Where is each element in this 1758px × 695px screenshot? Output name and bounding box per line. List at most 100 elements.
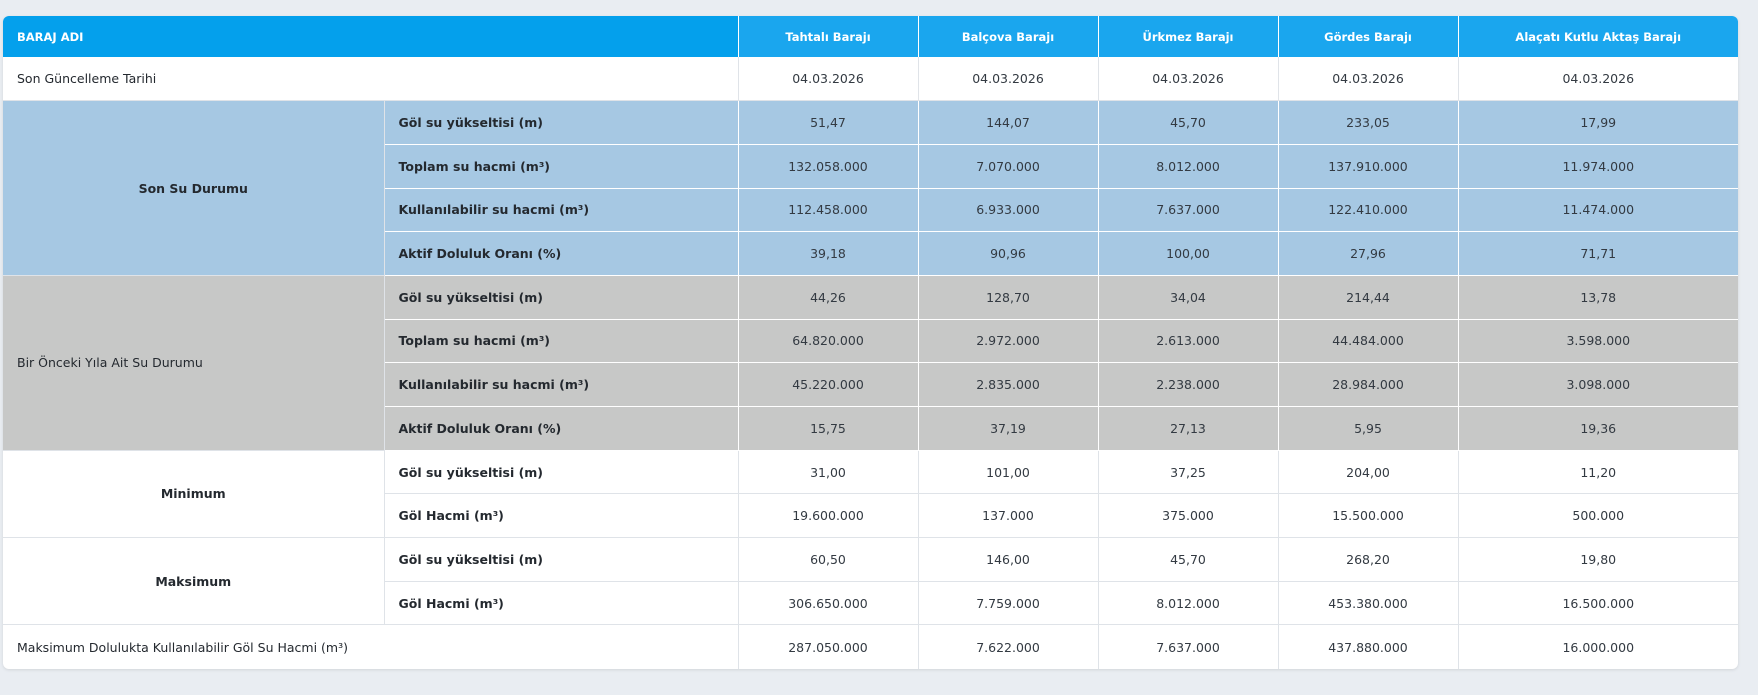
table-header-row: BARAJ ADI Tahtalı Barajı Balçova Barajı …	[3, 16, 1738, 57]
header-alacati: Alaçatı Kutlu Aktaş Barajı	[1458, 16, 1738, 57]
cell-value: 7.759.000	[918, 581, 1099, 626]
row-label: Son Güncelleme Tarihi	[3, 57, 739, 102]
cell-value: 13,78	[1458, 275, 1738, 320]
table-row: Aktif Doluluk Oranı (%) 39,18 90,96 100,…	[3, 231, 1738, 276]
table-row: Aktif Doluluk Oranı (%) 15,75 37,19 27,1…	[3, 406, 1738, 451]
cell-value: 17,99	[1458, 100, 1738, 145]
cell-value: 37,19	[918, 406, 1099, 451]
dam-table-card: BARAJ ADI Tahtalı Barajı Balçova Barajı …	[3, 16, 1738, 669]
cell-value: 137.910.000	[1278, 144, 1459, 189]
cell-value: 15,75	[738, 406, 919, 451]
table-row: Son Su Durumu Göl su yükseltisi (m) 51,4…	[3, 100, 1738, 276]
table-row: Toplam su hacmi (m³) 64.820.000 2.972.00…	[3, 319, 1738, 364]
dam-status-table: BARAJ ADI Tahtalı Barajı Balçova Barajı …	[3, 16, 1738, 669]
header-dam-name: BARAJ ADI	[3, 16, 739, 57]
cell-value: 51,47	[738, 100, 919, 145]
cell-value: 64.820.000	[738, 319, 919, 364]
group-maximum: Maksimum	[3, 537, 385, 626]
cell-value: 19,80	[1458, 537, 1738, 582]
cell-value: 132.058.000	[738, 144, 919, 189]
cell-value: 7.637.000	[1098, 188, 1279, 233]
cell-value: 11.474.000	[1458, 188, 1738, 233]
cell-value: 214,44	[1278, 275, 1459, 320]
table-row: Kullanılabilir su hacmi (m³) 45.220.000 …	[3, 362, 1738, 407]
cell-value: 34,04	[1098, 275, 1279, 320]
row-label: Kullanılabilir su hacmi (m³)	[384, 188, 739, 233]
table-row: Göl Hacmi (m³) 306.650.000 7.759.000 8.0…	[3, 581, 1738, 626]
cell-value: 7.637.000	[1098, 624, 1279, 669]
cell-value: 453.380.000	[1278, 581, 1459, 626]
cell-value: 16.500.000	[1458, 581, 1738, 626]
cell-value: 45,70	[1098, 537, 1279, 582]
cell-value: 101,00	[918, 450, 1099, 495]
header-tahtali: Tahtalı Barajı	[738, 16, 919, 57]
group-previous: Bir Önceki Yıla Ait Su Durumu	[3, 275, 385, 451]
cell-value: 375.000	[1098, 493, 1279, 539]
cell-value: 6.933.000	[918, 188, 1099, 233]
cell-value: 3.598.000	[1458, 319, 1738, 364]
cell-value: 44.484.000	[1278, 319, 1459, 364]
cell-value: 2.835.000	[918, 362, 1099, 407]
cell-value: 306.650.000	[738, 581, 919, 626]
row-label: Aktif Doluluk Oranı (%)	[384, 231, 739, 276]
cell-value: 19,36	[1458, 406, 1738, 451]
cell-value: 39,18	[738, 231, 919, 276]
cell-value: 122.410.000	[1278, 188, 1459, 233]
header-balcova: Balçova Barajı	[918, 16, 1099, 57]
cell-value: 7.070.000	[918, 144, 1099, 189]
cell-value: 112.458.000	[738, 188, 919, 233]
cell-value: 5,95	[1278, 406, 1459, 451]
cell-value: 04.03.2026	[738, 57, 919, 102]
cell-value: 16.000.000	[1562, 639, 1635, 655]
header-gordes: Gördes Barajı	[1278, 16, 1459, 57]
row-label: Göl Hacmi (m³)	[384, 493, 739, 539]
group-minimum: Minimum	[3, 450, 385, 539]
cell-value: 128,70	[918, 275, 1099, 320]
cell-value: 11,20	[1458, 450, 1738, 495]
row-label: Maksimum Dolulukta Kullanılabilir Göl Su…	[3, 624, 739, 669]
row-label: Göl su yükseltisi (m)	[384, 450, 739, 495]
table-row: Toplam su hacmi (m³) 132.058.000 7.070.0…	[3, 144, 1738, 189]
cell-value: 04.03.2026	[1458, 57, 1738, 102]
cell-value: 04.03.2026	[1278, 57, 1459, 102]
row-label: Göl su yükseltisi (m)	[384, 100, 739, 145]
cell-value: 7.622.000	[918, 624, 1099, 669]
table-row: Bir Önceki Yıla Ait Su Durumu Göl su yük…	[3, 275, 1738, 451]
cell-value: 2.238.000	[1098, 362, 1279, 407]
cell-value: 2.613.000	[1098, 319, 1279, 364]
cell-value: 233,05	[1278, 100, 1459, 145]
cell-value: 8.012.000	[1098, 581, 1279, 626]
cell-value: 287.050.000	[738, 624, 919, 669]
cell-value: 8.012.000	[1098, 144, 1279, 189]
row-label: Göl su yükseltisi (m)	[384, 537, 739, 582]
cell-value: 90,96	[918, 231, 1099, 276]
row-label: Göl su yükseltisi (m)	[384, 275, 739, 320]
cell-value: 268,20	[1278, 537, 1459, 582]
update-date-row: Son Güncelleme Tarihi 04.03.2026 04.03.2…	[3, 57, 1738, 102]
max-usable-row: Maksimum Dolulukta Kullanılabilir Göl Su…	[3, 624, 1738, 669]
cell-value: 204,00	[1278, 450, 1459, 495]
cell-value: 2.972.000	[918, 319, 1099, 364]
cell-value: 437.880.000	[1278, 624, 1459, 669]
cell-value: 15.500.000	[1278, 493, 1459, 539]
cell-value: 71,71	[1458, 231, 1738, 276]
table-row: Kullanılabilir su hacmi (m³) 112.458.000…	[3, 188, 1738, 233]
cell-value: 04.03.2026	[1098, 57, 1279, 102]
cell-value: 45.220.000	[738, 362, 919, 407]
cell-value: 3.098.000	[1458, 362, 1738, 407]
group-current: Son Su Durumu	[3, 100, 385, 276]
row-label: Kullanılabilir su hacmi (m³)	[384, 362, 739, 407]
table-row: Göl Hacmi (m³) 19.600.000 137.000 375.00…	[3, 493, 1738, 539]
cell-value: 45,70	[1098, 100, 1279, 145]
table-row: Minimum Göl su yükseltisi (m) 31,00 101,…	[3, 450, 1738, 539]
row-label: Göl Hacmi (m³)	[384, 581, 739, 626]
row-label: Toplam su hacmi (m³)	[384, 319, 739, 364]
cell-value: 04.03.2026	[918, 57, 1099, 102]
cell-value: 37,25	[1098, 450, 1279, 495]
row-label: Toplam su hacmi (m³)	[384, 144, 739, 189]
header-urkmez: Ürkmez Barajı	[1098, 16, 1279, 57]
table-row: Maksimum Göl su yükseltisi (m) 60,50 146…	[3, 537, 1738, 626]
cell-value: 19.600.000	[738, 493, 919, 539]
cell-value: 137.000	[918, 493, 1099, 539]
cell-value: 144,07	[918, 100, 1099, 145]
